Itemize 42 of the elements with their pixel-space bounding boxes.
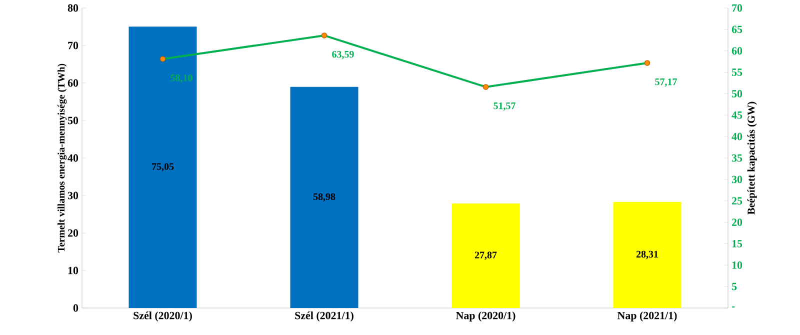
data-label: 28,31 [636,250,658,260]
data-label: 58,10 [170,74,192,83]
y-axis-title: Termelt villamos energia-mennyisége (TWh) [58,64,67,252]
y-tick-label: 30 [68,192,78,200]
y2-tick-label: 45 [732,111,742,119]
y2-axis-title: Beépített kapacitás (GW) [747,102,757,214]
y2-tick-label: - [732,306,735,308]
data-label: 51,57 [494,102,516,111]
x-tick-label: Szél (2020/1) [134,312,192,322]
y2-tick-label: 15 [732,240,742,248]
y2-tick-label: 40 [732,132,742,140]
y2-tick-label: 50 [732,90,742,98]
y-tick-label: 80 [68,4,78,12]
bar [613,202,682,308]
y-tick-label: 20 [68,229,78,237]
y2-tick-label: 25 [732,197,742,205]
bar [290,86,358,308]
y-tick-label: 70 [68,42,78,50]
data-label: 63,59 [332,50,354,60]
data-label: 75,05 [152,163,174,172]
y2-tick-label: 70 [732,4,742,12]
y2-tick-label: 65 [732,26,742,34]
data-label: 27,87 [474,252,497,260]
y-tick-label: 10 [68,266,78,274]
data-label: 58,98 [313,193,336,202]
x-tick-label: Nap (2021/1) [617,312,677,322]
y-tick-label: 0 [73,304,78,312]
bar [452,203,520,308]
y2-tick-label: 55 [732,68,742,76]
y-tick-label: 60 [68,79,78,87]
y2-tick-label: 35 [732,154,742,162]
y-tick-label: 40 [68,154,78,162]
y2-tick-label: 30 [732,176,742,184]
y2-tick-label: 60 [732,47,742,55]
y2-tick-label: 10 [732,261,742,269]
y-tick-label: 50 [68,116,78,124]
bar [128,26,197,308]
y2-tick-label: 20 [732,218,742,226]
x-tick-label: Szél (2021/1) [295,312,354,322]
y2-tick-label: 5 [732,282,737,290]
x-tick-label: Nap (2020/1) [456,312,516,322]
data-label: 57,17 [655,78,677,87]
